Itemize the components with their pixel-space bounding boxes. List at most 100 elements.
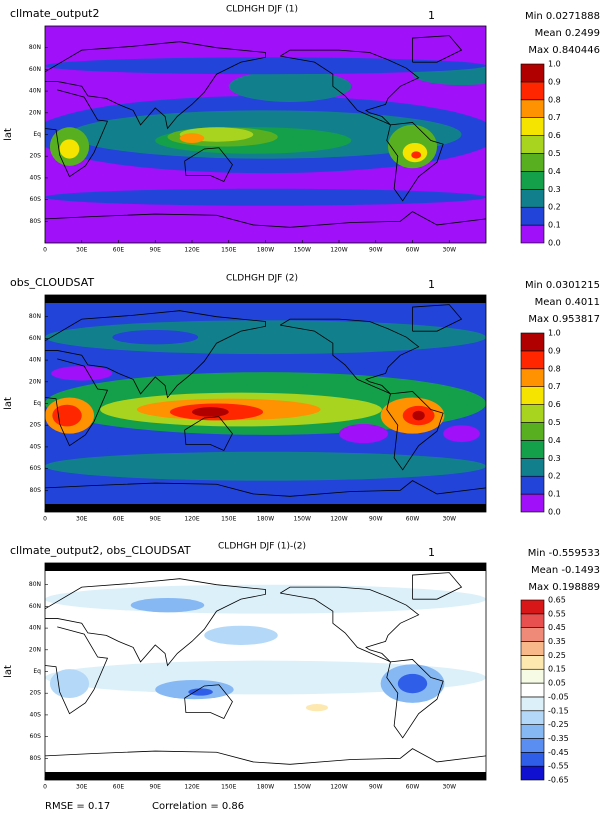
field-contour bbox=[112, 329, 199, 345]
colorbar-label: 0.1 bbox=[548, 221, 561, 230]
field-contour bbox=[45, 451, 486, 481]
lon-label: 120E bbox=[184, 784, 199, 791]
missing-band bbox=[45, 295, 486, 303]
field-contour bbox=[192, 407, 229, 417]
lat-label: 40S bbox=[30, 711, 42, 718]
lon-label: 90E bbox=[150, 247, 162, 254]
lat-label: 60S bbox=[30, 196, 42, 203]
stat: Max 0.840446 bbox=[528, 45, 600, 56]
coastline bbox=[45, 211, 486, 228]
coastline bbox=[279, 49, 420, 126]
left-title: cllmate_output2 bbox=[10, 7, 99, 20]
lon-label: 60W bbox=[406, 784, 420, 791]
colorbar-swatch bbox=[520, 224, 545, 244]
lon-label: 150E bbox=[221, 784, 236, 791]
lon-label: 90E bbox=[150, 516, 162, 523]
missing-band bbox=[45, 563, 486, 571]
field-contour bbox=[412, 410, 425, 421]
colorbar-swatch bbox=[520, 668, 545, 684]
lon-label: 60E bbox=[113, 247, 125, 254]
lon-label: 150W bbox=[294, 784, 311, 791]
map bbox=[45, 295, 486, 512]
colorbar-label: 0.3 bbox=[548, 185, 561, 194]
coastline bbox=[45, 480, 486, 497]
coastline bbox=[386, 659, 444, 739]
stat: Mean 0.2499 bbox=[535, 28, 600, 39]
lat-label: 80N bbox=[29, 581, 41, 588]
lon-label: 150W bbox=[294, 247, 311, 254]
colorbar-label: 0.55 bbox=[548, 609, 566, 618]
colorbar-label: 0.2 bbox=[548, 203, 561, 212]
stat: Min 0.0271888 bbox=[525, 11, 600, 22]
lon-label: 0 bbox=[43, 784, 47, 791]
colorbar-label: 0.3 bbox=[548, 454, 561, 463]
lon-label: 120W bbox=[330, 516, 347, 523]
colorbar-label: 0.9 bbox=[548, 77, 561, 86]
coastline bbox=[279, 586, 420, 663]
coastline bbox=[45, 626, 109, 715]
y-axis-label: lat bbox=[3, 128, 14, 141]
coastline bbox=[45, 578, 266, 667]
colorbar-swatch bbox=[520, 99, 545, 119]
lon-label: 120W bbox=[330, 784, 347, 791]
lon-label: 30E bbox=[76, 516, 88, 523]
lon-label: 0 bbox=[43, 516, 47, 523]
center-title: CLDHGH DJF (2) bbox=[226, 274, 298, 284]
colorbar-label: -0.55 bbox=[548, 762, 569, 771]
field-contour bbox=[305, 704, 328, 712]
lat-label: 20N bbox=[29, 646, 41, 653]
colorbar-label: 0.45 bbox=[548, 623, 566, 632]
colorbar-swatch bbox=[520, 440, 545, 459]
colorbar-swatch bbox=[520, 386, 545, 405]
lat-label: 20S bbox=[30, 153, 42, 160]
colorbar-swatch bbox=[520, 724, 545, 739]
lon-label: 150E bbox=[221, 516, 236, 523]
lon-label: 30E bbox=[76, 784, 88, 791]
colorbar-label: 0.15 bbox=[548, 665, 566, 674]
lat-label: 40N bbox=[29, 357, 41, 364]
left-title: obs_CLOUDSAT bbox=[10, 276, 94, 289]
field-contour bbox=[45, 320, 486, 355]
field-contour bbox=[179, 133, 205, 143]
colorbar-label: 0.6 bbox=[548, 400, 561, 409]
lon-label: 120E bbox=[184, 247, 199, 254]
rmse: RMSE = 0.17 bbox=[45, 801, 110, 812]
colorbar-label: 0.4 bbox=[548, 436, 561, 445]
page-number: 1 bbox=[428, 9, 435, 22]
lat-label: 60S bbox=[30, 733, 42, 740]
lon-label: 30W bbox=[442, 247, 456, 254]
coastline bbox=[412, 35, 463, 63]
stat: Min 0.0301215 bbox=[525, 280, 600, 291]
colorbar-label: 0.7 bbox=[548, 113, 561, 122]
colorbar-swatch bbox=[520, 682, 545, 698]
lat-label: 20S bbox=[30, 690, 42, 697]
lon-label: 60W bbox=[406, 247, 420, 254]
coastline bbox=[45, 748, 486, 765]
colorbar-swatch bbox=[520, 368, 545, 387]
colorbar-label: 0.05 bbox=[548, 679, 566, 688]
colorbar-swatch bbox=[520, 81, 545, 101]
coastline bbox=[45, 41, 266, 130]
lat-label: Eq bbox=[33, 400, 41, 407]
field-contour bbox=[51, 366, 113, 381]
colorbar-swatch bbox=[520, 493, 545, 513]
colorbar-label: 0.1 bbox=[548, 490, 561, 499]
lat-label: 60N bbox=[29, 335, 41, 342]
stat: Mean -0.1493 bbox=[531, 565, 600, 576]
lon-label: 90W bbox=[369, 516, 383, 523]
colorbar-swatch bbox=[520, 153, 545, 172]
field-contour bbox=[45, 660, 486, 695]
colorbar-label: 0.0 bbox=[548, 508, 561, 517]
colorbar-swatch bbox=[520, 171, 545, 190]
colorbar-label: 0.8 bbox=[548, 95, 561, 104]
lon-label: 180W bbox=[257, 784, 274, 791]
field-contour bbox=[59, 139, 80, 159]
stat: Max 0.953817 bbox=[528, 314, 600, 325]
lat-label: 40N bbox=[29, 625, 41, 632]
missing-band bbox=[45, 504, 486, 512]
field-contour bbox=[397, 673, 428, 694]
field-contour bbox=[411, 151, 422, 159]
colorbar-label: 0.9 bbox=[548, 346, 561, 355]
field-contour bbox=[443, 425, 480, 443]
lat-label: 20S bbox=[30, 422, 42, 429]
